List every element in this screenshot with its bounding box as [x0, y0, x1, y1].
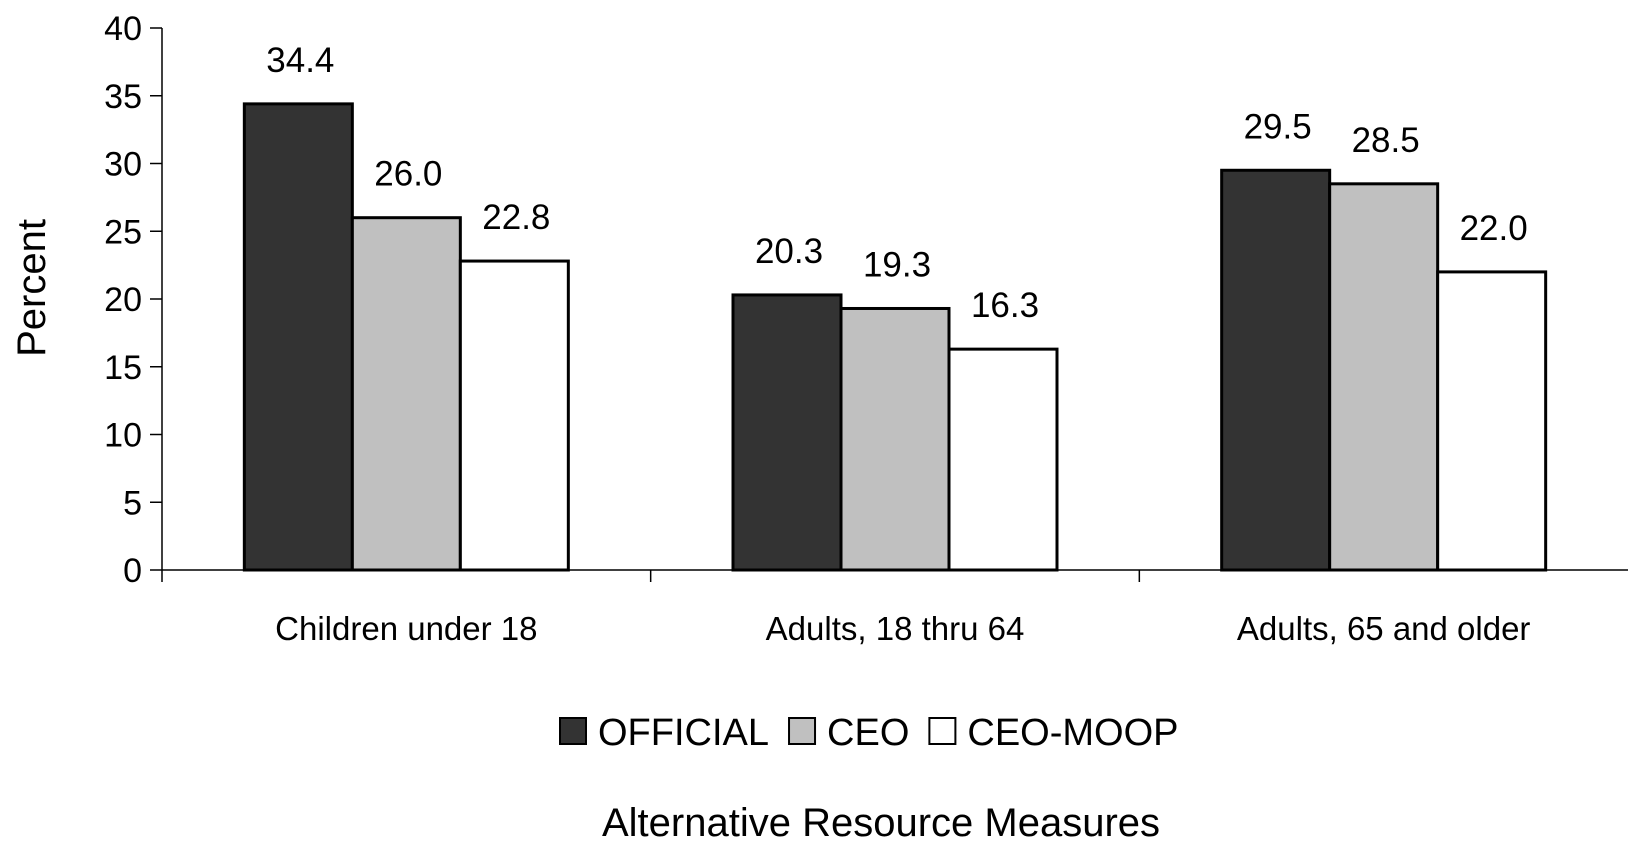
bar-ceo-moop-0: [458, 259, 570, 572]
y-tick-label: 10: [104, 417, 142, 455]
y-tick-label: 35: [104, 78, 142, 116]
legend-label: CEO-MOOP: [967, 712, 1178, 754]
data-label: 16.3: [971, 286, 1039, 325]
y-tick-label: 5: [123, 484, 142, 522]
bars-group: [242, 102, 1548, 572]
bar-ceo-2: [1328, 182, 1440, 572]
legend-swatch-official: [559, 717, 587, 745]
data-label: 20.3: [755, 232, 823, 271]
bar-ceo-moop-2: [1436, 270, 1548, 572]
x-axis-labels: Children under 18 Adults, 18 thru 64 Adult…: [161, 570, 1531, 647]
x-category-label: Children under 18: [275, 610, 537, 647]
y-tick-label: 20: [104, 281, 142, 319]
bar-official-2: [1220, 168, 1332, 572]
bar-ceo-1: [839, 306, 951, 572]
data-label: 19.3: [863, 245, 931, 284]
legend-label: OFFICIAL: [598, 712, 769, 754]
y-axis-title: Percent: [10, 219, 54, 357]
x-axis-title: Alternative Resource Measures: [602, 801, 1160, 842]
data-label: 28.5: [1352, 121, 1420, 160]
y-tick-label: 40: [104, 10, 142, 48]
bar-official-1: [731, 293, 843, 572]
y-tick-label: 25: [104, 213, 142, 251]
bar-official-0: [242, 102, 354, 572]
value-labels-group: 34.4 26.0 22.8 20.3 19.3 16.3 29.5 28.5 22.0: [266, 41, 1527, 325]
y-tick-label: 15: [104, 349, 142, 387]
y-tick-label: 0: [123, 552, 142, 590]
data-label: 26.0: [374, 155, 442, 194]
data-label: 22.8: [482, 198, 550, 237]
y-tick-label: 30: [104, 146, 142, 184]
x-category-label: Adults, 65 and older: [1237, 610, 1531, 647]
bar-ceo-moop-1: [947, 347, 1059, 572]
bar-ceo-0: [350, 216, 462, 572]
data-label: 34.4: [266, 41, 334, 80]
x-category-label: Adults, 18 thru 64: [766, 610, 1025, 647]
legend-label: CEO: [827, 712, 909, 754]
y-axis-ticks: 0 5 10 15 20 25 30 35 40: [104, 10, 162, 590]
legend-swatch-ceo-moop: [928, 717, 957, 745]
data-label: 22.0: [1460, 209, 1528, 248]
data-label: 29.5: [1244, 107, 1312, 146]
legend: OFFICIAL CEO CEO-MOOP: [559, 712, 1179, 754]
legend-swatch-ceo: [788, 717, 817, 745]
